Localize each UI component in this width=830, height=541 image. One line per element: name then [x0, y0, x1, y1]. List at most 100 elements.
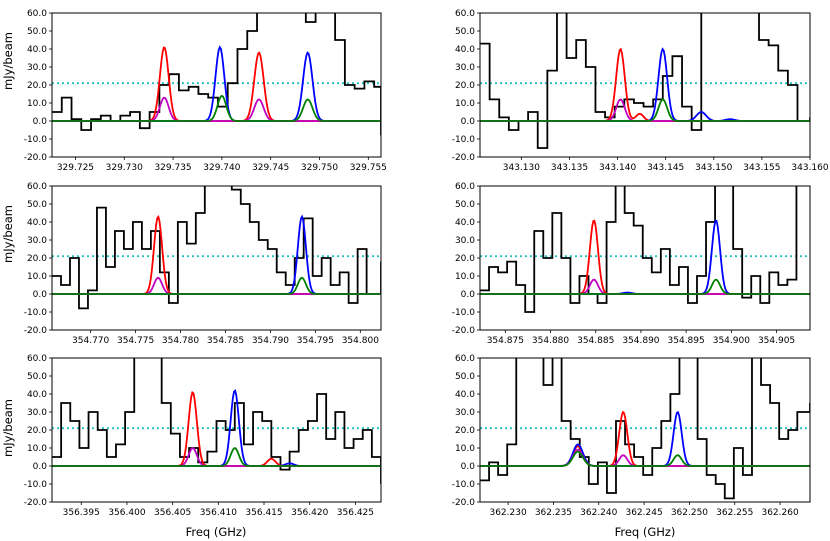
- xlabel-left: Freq (GHz): [186, 525, 247, 539]
- panel-2: -20.0 -10.0 0.0 10.0 20.0 30.0 40.0 50.0 60.0 343…: [452, 9, 829, 173]
- ytick-label: 60.0: [27, 182, 47, 192]
- observed-spectrum: [52, 13, 381, 136]
- plot-area: [480, 13, 810, 149]
- xtick-label: 356.395: [63, 508, 100, 518]
- xtick-label: 356.410: [200, 508, 237, 518]
- panel-1: -20.0 -10.0 0.0 10.0 20.0 30.0 40.0 50.0 60.0 329…: [24, 9, 387, 173]
- ytick-label: 40.0: [27, 390, 47, 400]
- plot-area: [52, 358, 381, 484]
- panel-3: -20.0 -10.0 0.0 10.0 20.0 30.0 40.0 50.0 60.0 354…: [24, 182, 382, 346]
- ylabel-row1: mJy/beam: [1, 32, 15, 90]
- ytick-label: 30.0: [455, 236, 475, 246]
- ytick-label: 0.0: [461, 290, 476, 300]
- ytick-label: 60.0: [455, 354, 475, 364]
- model-fit-2: [480, 47, 810, 122]
- ytick-label: 50.0: [27, 200, 47, 210]
- xtick-label: 329.735: [154, 163, 191, 173]
- panel-6: -20.0 -10.0 0.0 10.0 20.0 30.0 40.0 50.0 60.0 362…: [452, 354, 811, 518]
- model-fit-4: [480, 278, 810, 295]
- model-fit-4: [480, 450, 810, 467]
- model-fit-2: [480, 410, 810, 467]
- ytick-label: 10.0: [27, 272, 47, 282]
- xtick-label: 354.780: [162, 336, 199, 346]
- xtick-label: 354.785: [207, 336, 244, 346]
- ytick-label: 50.0: [27, 27, 47, 37]
- ytick-label: 0.0: [33, 462, 48, 472]
- xtick-label: 329.745: [252, 163, 289, 173]
- observed-spectrum: [480, 358, 810, 500]
- xtick-label: 343.145: [647, 163, 684, 173]
- xtick-label: 329.755: [350, 163, 387, 173]
- ytick-label: 10.0: [27, 99, 47, 109]
- model-fit-2: [52, 214, 381, 295]
- model-fit-1: [480, 410, 810, 467]
- ytick-label: -10.0: [24, 480, 48, 490]
- ytick-label: -20.0: [452, 326, 476, 336]
- ytick-label: 20.0: [455, 426, 475, 436]
- ytick-label: 0.0: [461, 462, 476, 472]
- xtick-label: 362.230: [489, 508, 526, 518]
- ytick-label: 50.0: [455, 372, 475, 382]
- xtick-label: 354.895: [668, 336, 705, 346]
- xtick-label: 362.255: [716, 508, 753, 518]
- ytick-label: 10.0: [455, 272, 475, 282]
- xtick-label: 354.800: [342, 336, 379, 346]
- ytick-label: 60.0: [455, 182, 475, 192]
- ytick-label: -10.0: [452, 480, 476, 490]
- ytick-label: 40.0: [27, 218, 47, 228]
- xtick-label: 356.405: [154, 508, 191, 518]
- ytick-label: -10.0: [452, 308, 476, 318]
- xtick-label: 356.425: [337, 508, 374, 518]
- ytick-label: 0.0: [33, 117, 48, 127]
- ytick-label: -10.0: [24, 135, 48, 145]
- xtick-label: 354.875: [487, 336, 524, 346]
- xtick-label: 354.770: [72, 336, 109, 346]
- ytick-label: 20.0: [27, 81, 47, 91]
- ytick-label: 20.0: [27, 426, 47, 436]
- observed-spectrum: [480, 186, 798, 313]
- xtick-label: 356.400: [108, 508, 145, 518]
- xtick-label: 354.890: [622, 336, 659, 346]
- model-fit-4: [52, 94, 381, 122]
- ytick-label: 20.0: [455, 81, 475, 91]
- ytick-label: 60.0: [27, 9, 47, 19]
- xtick-label: 329.750: [301, 163, 338, 173]
- xtick-label: 354.905: [758, 336, 795, 346]
- ytick-label: 50.0: [27, 372, 47, 382]
- xtick-label: 354.885: [577, 336, 614, 346]
- xtick-label: 343.130: [503, 163, 540, 173]
- plot-area: [52, 13, 381, 136]
- ytick-label: 10.0: [455, 444, 475, 454]
- ytick-label: -20.0: [452, 498, 476, 508]
- panel-frame: [51, 12, 382, 158]
- xtick-label: 356.420: [291, 508, 328, 518]
- xtick-label: 354.775: [117, 336, 154, 346]
- model-fit-4: [480, 98, 810, 122]
- xtick-label: 354.900: [713, 336, 750, 346]
- ytick-label: -20.0: [24, 326, 48, 336]
- ytick-label: 10.0: [27, 444, 47, 454]
- xtick-label: 343.150: [695, 163, 732, 173]
- ytick-label: -20.0: [24, 498, 48, 508]
- xtick-label: 362.240: [580, 508, 617, 518]
- ytick-label: 20.0: [455, 254, 475, 264]
- xtick-label: 362.245: [625, 508, 662, 518]
- ytick-label: 60.0: [27, 354, 47, 364]
- plot-area: [52, 186, 381, 310]
- observed-spectrum: [52, 358, 381, 484]
- ytick-label: -10.0: [452, 135, 476, 145]
- xtick-label: 343.140: [599, 163, 636, 173]
- panel-frame: [479, 12, 811, 158]
- xlabel-right: Freq (GHz): [615, 525, 676, 539]
- xtick-label: 356.415: [245, 508, 282, 518]
- panels: -20.0 -10.0 0.0 10.0 20.0 30.0 40.0 50.0 60.0 329…: [24, 9, 829, 518]
- ytick-label: -20.0: [452, 153, 476, 163]
- xtick-label: 329.730: [106, 163, 143, 173]
- observed-spectrum: [480, 13, 810, 149]
- model-fit-4: [52, 276, 381, 295]
- ytick-label: 0.0: [33, 290, 48, 300]
- ytick-label: 40.0: [27, 45, 47, 55]
- ytick-label: 30.0: [27, 236, 47, 246]
- ylabel-row2: mJy/beam: [1, 205, 15, 263]
